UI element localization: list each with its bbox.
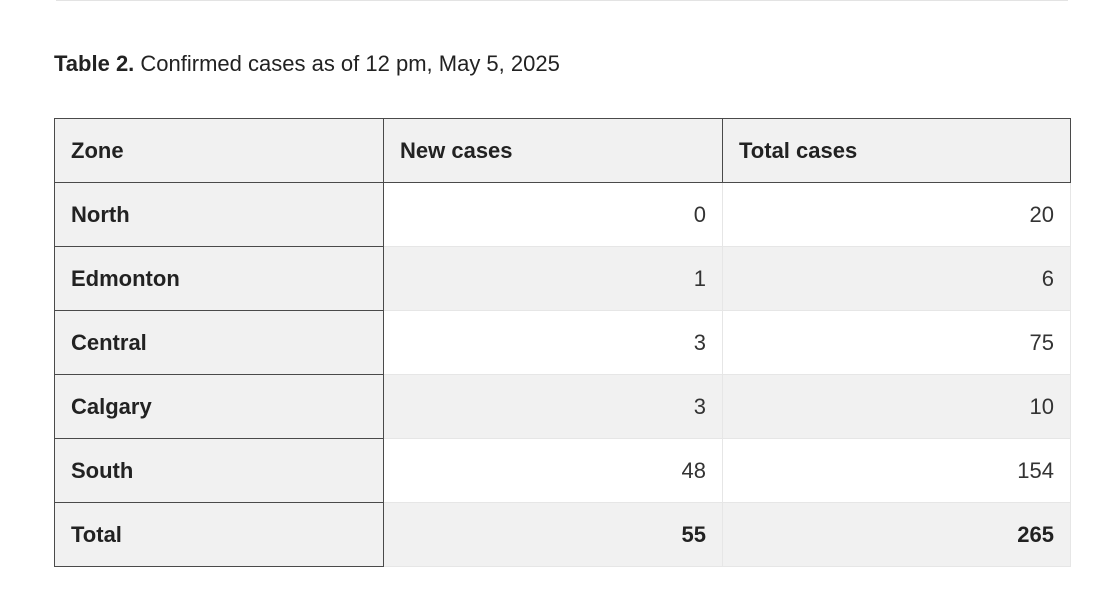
zone-cell: Calgary — [54, 374, 384, 439]
header-row: Zone New cases Total cases — [54, 118, 1071, 183]
table-row: North 0 20 — [54, 182, 1071, 247]
new-cases-cell: 48 — [383, 438, 723, 503]
zone-cell: Central — [54, 310, 384, 375]
header-new-cases: New cases — [383, 118, 723, 183]
table-caption: Table 2. Confirmed cases as of 12 pm, Ma… — [54, 50, 560, 78]
total-cases-cell: 10 — [722, 374, 1071, 439]
zone-cell: North — [54, 182, 384, 247]
table-row: Central 3 75 — [54, 310, 1071, 375]
table-row: Edmonton 1 6 — [54, 246, 1071, 311]
new-cases-cell: 3 — [383, 374, 723, 439]
table-row: South 48 154 — [54, 438, 1071, 503]
total-total-cases-cell: 265 — [722, 502, 1071, 567]
new-cases-cell: 3 — [383, 310, 723, 375]
new-cases-cell: 1 — [383, 246, 723, 311]
header-zone: Zone — [54, 118, 384, 183]
zone-cell: Edmonton — [54, 246, 384, 311]
confirmed-cases-table: Zone New cases Total cases North 0 20 Ed… — [54, 118, 1071, 567]
total-cases-cell: 154 — [722, 438, 1071, 503]
table-caption-label: Table 2. — [54, 51, 135, 76]
table-header: Zone New cases Total cases — [54, 118, 1071, 183]
total-cases-cell: 6 — [722, 246, 1071, 311]
total-cases-cell: 75 — [722, 310, 1071, 375]
new-cases-cell: 0 — [383, 182, 723, 247]
table-row: Calgary 3 10 — [54, 374, 1071, 439]
top-divider — [56, 0, 1068, 1]
total-cases-cell: 20 — [722, 182, 1071, 247]
zone-cell: South — [54, 438, 384, 503]
table-body: North 0 20 Edmonton 1 6 Central 3 75 Cal… — [54, 182, 1071, 567]
header-total-cases: Total cases — [722, 118, 1071, 183]
table-caption-text: Confirmed cases as of 12 pm, May 5, 2025 — [134, 51, 560, 76]
total-label-cell: Total — [54, 502, 384, 567]
total-row: Total 55 265 — [54, 502, 1071, 567]
total-new-cases-cell: 55 — [383, 502, 723, 567]
